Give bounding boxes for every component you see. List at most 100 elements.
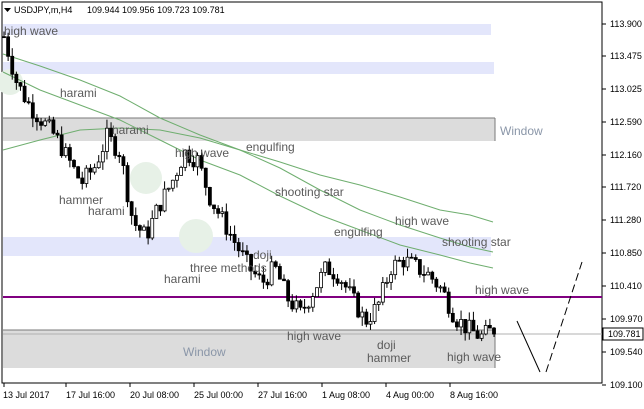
projection-line [516, 320, 541, 373]
candle-body [228, 233, 233, 236]
candle-body [183, 149, 188, 168]
candle-body [442, 286, 447, 293]
candle-body [277, 266, 282, 280]
candle-body [385, 281, 389, 284]
moving-average-fast [2, 53, 494, 223]
candle-body [339, 282, 344, 284]
annotation-doji: doji [253, 248, 272, 262]
time-tick: 17 Jul 16:00 [66, 390, 115, 400]
zone-window-top [3, 118, 495, 141]
candle-body [84, 167, 89, 184]
price-tick: 113.025 [610, 84, 642, 94]
candle-body [240, 250, 245, 253]
price-tick: 112.590 [610, 117, 642, 127]
candle-body [88, 167, 93, 173]
annotation-engulfing: engulfing [334, 225, 383, 239]
candle-body [150, 218, 155, 239]
candle-body [224, 211, 229, 235]
candle-body [364, 311, 369, 325]
candle-body [426, 271, 431, 276]
zone-label-window-top: Window [500, 124, 543, 138]
time-tick: 4 Aug 00:00 [386, 390, 434, 400]
candle-body [96, 161, 101, 169]
price-tick: 110.410 [610, 281, 642, 291]
zone-label-window-bottom: Window [183, 345, 226, 359]
annotation-high-wave: high wave [447, 350, 501, 364]
candle-body [47, 119, 52, 122]
candle-body [92, 167, 97, 173]
candle-body [323, 261, 328, 273]
candle-body [18, 82, 23, 87]
annotation-high-wave: high wave [395, 214, 449, 228]
candle-body [397, 259, 402, 262]
candle-body [10, 55, 15, 75]
time-tick: 27 Jul 16:00 [258, 390, 307, 400]
time-tick: 20 Jul 08:00 [130, 390, 179, 400]
candle-body [203, 167, 208, 188]
annotation-high-wave: high wave [4, 24, 58, 38]
plot-area-frame [1, 1, 603, 384]
price-tick: 113.475 [610, 51, 642, 61]
price-tick: 109.100 [610, 380, 643, 390]
time-tick: 25 Jul 00:00 [194, 390, 243, 400]
candle-body [286, 280, 291, 302]
candle-body [335, 278, 340, 284]
candle-body [207, 186, 212, 206]
candle-body [273, 261, 278, 267]
annotation-high-wave: high wave [175, 146, 229, 160]
candle-body [389, 274, 393, 283]
candle-body [142, 226, 146, 231]
annotation-hammer: hammer [59, 193, 103, 207]
candle-body [315, 287, 319, 297]
candle-body [492, 327, 496, 335]
candle-body [455, 321, 459, 328]
candle-body [269, 261, 274, 286]
price-scale[interactable]: 113.900 113.475 113.025 112.590 112.160 … [602, 19, 643, 390]
candle-body [475, 330, 480, 339]
candle-body [67, 147, 72, 161]
candle-body [137, 225, 142, 231]
candle-body [72, 159, 76, 168]
candle-body [265, 281, 270, 286]
annotation-harami: harami [164, 272, 201, 286]
candle-body [298, 300, 303, 308]
annotation-doji: doji [377, 338, 396, 352]
candle-body [310, 296, 315, 308]
candle-body [294, 300, 299, 310]
candle-body [236, 242, 241, 252]
candle-body [249, 254, 253, 272]
candle-body [483, 324, 488, 335]
candle-body [146, 226, 151, 239]
candle-body [35, 117, 39, 123]
candle-body [368, 321, 373, 325]
zone-window-bottom [3, 330, 495, 368]
candle-body [117, 155, 122, 158]
candle-body [401, 259, 406, 268]
candle-body [306, 306, 311, 309]
annotation-harami: harami [112, 123, 149, 137]
candle-body [76, 166, 81, 179]
candle-body [413, 257, 418, 260]
price-tick: 109.970 [610, 314, 643, 324]
candle-body [129, 201, 134, 216]
candle-body [109, 127, 113, 137]
time-axis[interactable]: 13 Jul 2017 17 Jul 16:00 20 Jul 08:00 25… [3, 383, 498, 400]
time-tick: 1 Aug 08:00 [322, 390, 370, 400]
annotation-high-wave: high wave [475, 283, 529, 297]
candle-body [26, 101, 31, 104]
candle-body [290, 300, 295, 310]
highlight-circle [130, 162, 162, 194]
price-tick: 109.540 [610, 347, 643, 357]
price-tick: 111.720 [610, 182, 641, 192]
candle-body [162, 188, 167, 212]
symbol-dropdown-triangle-icon[interactable] [4, 8, 11, 12]
candle-body [166, 187, 171, 190]
candle-body [220, 211, 225, 214]
current-price-label: 109.781 [608, 329, 641, 339]
moving-average-slow [2, 127, 494, 253]
candle-body [125, 165, 130, 203]
candle-body [347, 286, 352, 289]
candle-body [100, 151, 105, 163]
candle-body [253, 270, 258, 275]
